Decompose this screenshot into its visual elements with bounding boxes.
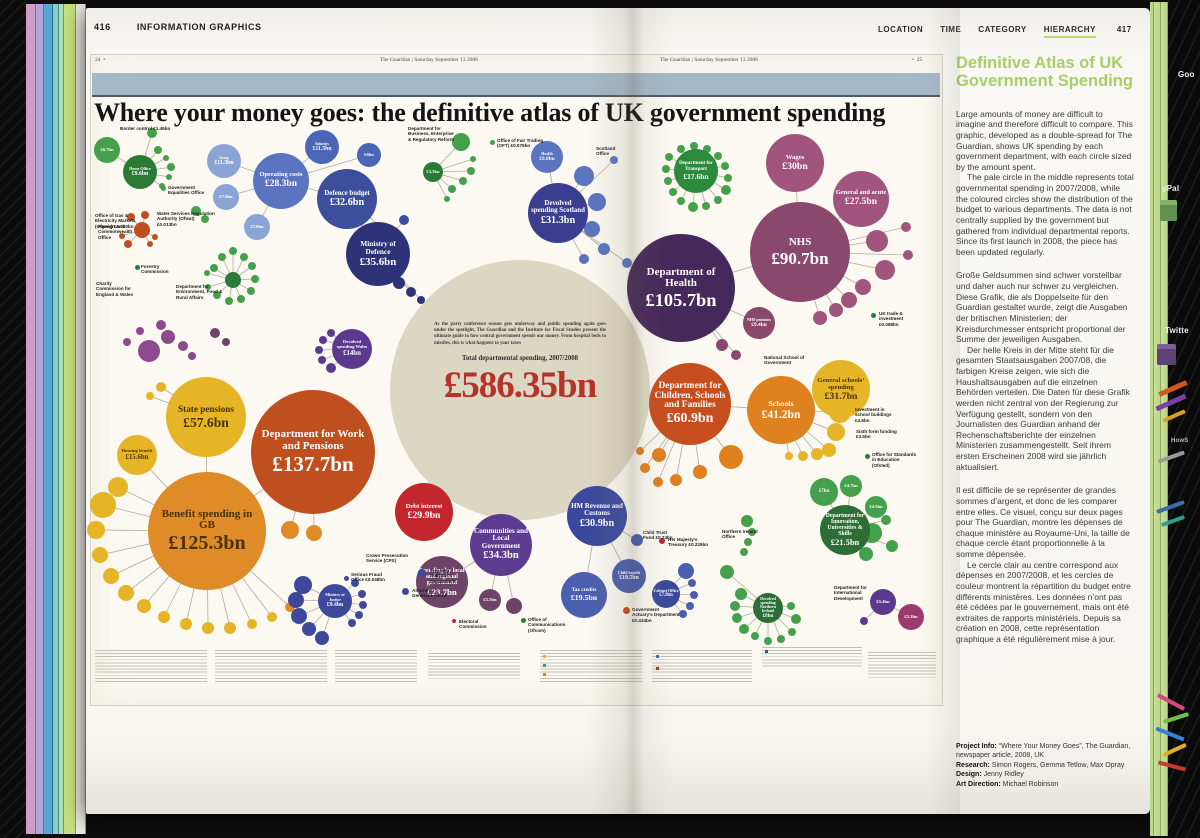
cover-art-green-cube xyxy=(1160,200,1177,221)
newspaper-spread xyxy=(90,54,943,706)
book-page-number-right: 417 xyxy=(1116,25,1132,34)
notes-block xyxy=(335,650,417,682)
sidebar-paragraph-en: The pale circle in the middle represents… xyxy=(956,172,1134,257)
sidebar-paragraph-de: Der helle Kreis in der Mitte steht für d… xyxy=(956,344,1130,472)
newspaper-masthead-left: The Guardian | Saturday September 13 200… xyxy=(380,57,478,63)
sidebar: Definitive Atlas of UK Government Spendi… xyxy=(956,54,1134,645)
sidebar-title: Definitive Atlas of UK Government Spendi… xyxy=(956,54,1133,90)
credit-line: Research: Simon Rogers, Gemma Tetlow, Ma… xyxy=(956,761,1125,769)
nav-time[interactable]: TIME xyxy=(940,25,962,34)
page-edge-stripe-mint xyxy=(59,4,64,834)
page-edge-stripe-purple xyxy=(36,4,44,834)
newspaper-page-number-right: • 25 xyxy=(912,57,923,63)
page-edge-stripe-lime xyxy=(64,4,76,834)
newspaper-masthead-right: The Guardian | Saturday September 13 200… xyxy=(660,57,758,63)
page-edge-stripe-white xyxy=(76,4,86,834)
sidebar-paragraph-fr: Il est difficile de se représenter de gr… xyxy=(956,485,1130,559)
cover-word: Goo xyxy=(1178,70,1195,79)
page-edge-stripe-cyan xyxy=(53,4,59,834)
headline-band xyxy=(92,73,940,97)
sidebar-paragraph-fr: Le cercle clair au centre correspond aux… xyxy=(956,559,1131,644)
newspaper-page-number-left: 24 • xyxy=(95,57,106,63)
sidebar-paragraph-en: Large amounts of money are difficult to … xyxy=(956,108,1133,172)
book-header-left: 416 INFORMATION GRAPHICS xyxy=(94,22,288,32)
cover-word-howstuffworks: HowS xyxy=(1171,438,1189,444)
nav-hierarchy[interactable]: HIERARCHY xyxy=(1043,25,1096,38)
nav-location[interactable]: LOCATION xyxy=(878,25,924,34)
notes-block xyxy=(762,647,862,667)
notes-block xyxy=(428,653,520,679)
notes-block xyxy=(95,650,207,682)
book-title: INFORMATION GRAPHICS xyxy=(136,22,262,32)
cover-word-paypal: yPal xyxy=(1162,184,1180,193)
headline: Where your money goes: the definitive at… xyxy=(94,98,886,127)
notes-block xyxy=(652,650,752,684)
project-credits: Project Info: “Where Your Money Goes”, T… xyxy=(956,742,1142,789)
page-edge-stripe-pink xyxy=(26,4,36,834)
page-edge-stripe-blue xyxy=(44,4,53,834)
notes-block xyxy=(215,650,327,682)
cover-word-twitter: Twitte xyxy=(1165,326,1189,335)
credit-line: Art Direction: Michael Robinson xyxy=(956,780,1059,788)
credit-line: Design: Jenny Ridley xyxy=(956,771,1024,779)
sidebar-paragraph-de: Große Geldsummen sind schwer vorstellbar… xyxy=(956,270,1128,345)
nav-category[interactable]: CATEGORY xyxy=(978,25,1027,34)
book-cover-left-edge xyxy=(0,0,30,838)
notes-block xyxy=(868,652,936,678)
category-nav: LOCATION TIME CATEGORY HIERARCHY 417 xyxy=(878,25,1131,38)
notes-block xyxy=(540,650,642,684)
cover-art-purple-cube xyxy=(1157,344,1176,365)
book-page-number-left: 416 xyxy=(94,22,111,32)
book-cover-right-edge xyxy=(1168,0,1200,838)
credit-line: Project Info: “Where Your Money Goes”, T… xyxy=(956,743,1131,760)
